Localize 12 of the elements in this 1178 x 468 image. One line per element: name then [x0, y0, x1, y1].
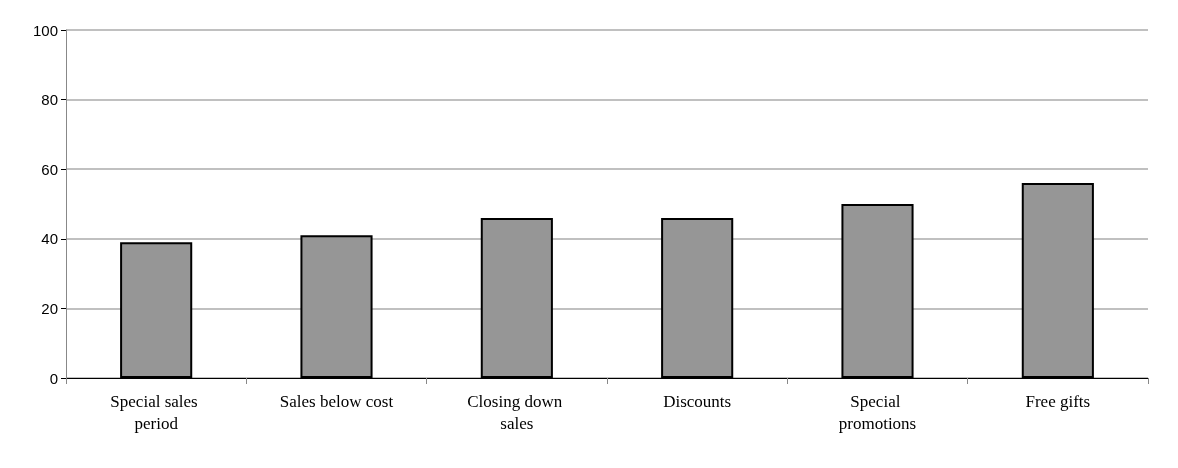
y-tick-label: 20 [41, 299, 58, 317]
x-tick-label: Special sales period [110, 391, 202, 433]
x-tick-label: Free gifts [1025, 391, 1091, 411]
y-tick-label: 60 [41, 160, 58, 178]
y-tick-label: 80 [41, 91, 58, 109]
y-tick-label: 40 [41, 230, 58, 248]
x-tick-label: Sales below cost [279, 391, 394, 411]
x-tick-label: Special promotions [838, 391, 917, 433]
x-tick-label: Discounts [663, 391, 732, 411]
y-tick-label: 0 [49, 369, 58, 387]
x-tick-label: Closing down sales [467, 391, 567, 433]
y-tick-label: 100 [32, 21, 58, 39]
